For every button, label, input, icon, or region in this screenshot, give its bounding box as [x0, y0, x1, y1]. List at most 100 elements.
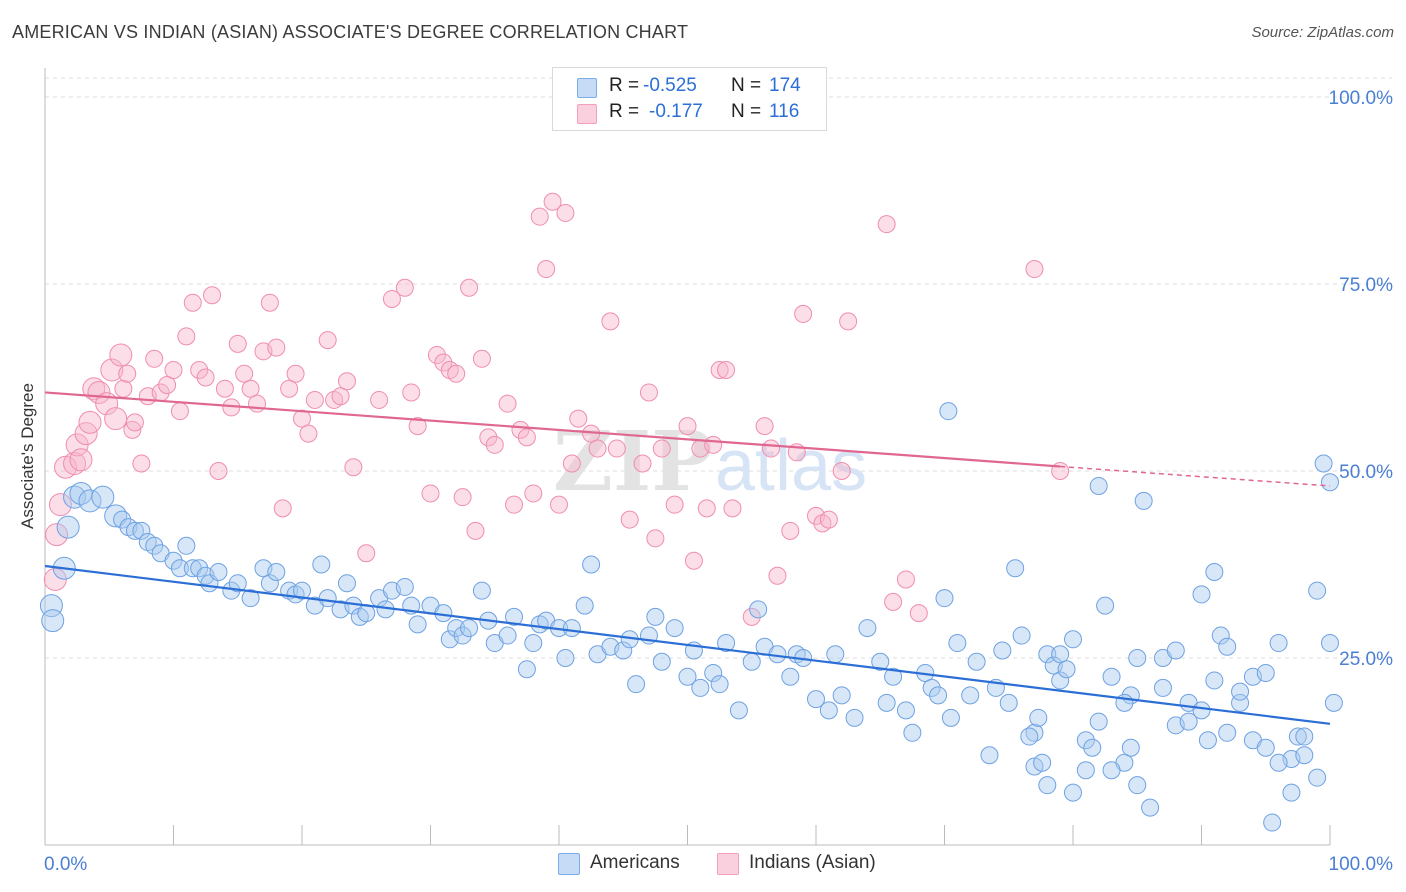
point-americans [177, 536, 196, 555]
point-americans [453, 626, 472, 645]
point-americans [1231, 682, 1250, 701]
point-indians-asian [717, 361, 736, 380]
series-indians-asian [43, 192, 1070, 626]
point-indians-asian [697, 499, 716, 518]
point-indians-asian [125, 413, 144, 432]
point-americans [1020, 727, 1039, 746]
point-americans [505, 607, 524, 626]
point-indians-asian [723, 499, 742, 518]
point-americans [781, 667, 800, 686]
point-americans [948, 634, 967, 653]
bottom-legend-swatch-indians-asian [717, 853, 739, 875]
point-indians-asian [228, 334, 247, 353]
point-americans [1076, 761, 1095, 780]
x-tick-label: 0.0% [44, 854, 87, 875]
point-americans [1256, 738, 1275, 757]
x-tick-label: 100.0% [1329, 854, 1394, 875]
point-indians-asian [639, 383, 658, 402]
point-indians-asian [781, 521, 800, 540]
point-americans [678, 667, 697, 686]
point-americans [104, 504, 128, 528]
point-americans [1038, 776, 1057, 795]
point-indians-asian [652, 439, 671, 458]
y-tick-label: 25.0% [1339, 649, 1393, 670]
point-indians-asian [280, 379, 299, 398]
point-indians-asian [511, 420, 530, 439]
trend-lines [44, 391, 1331, 725]
point-indians-asian [768, 566, 787, 585]
point-americans [78, 489, 102, 513]
point-indians-asian [466, 521, 485, 540]
point-americans [729, 701, 748, 720]
point-indians-asian [884, 592, 903, 611]
point-americans [562, 619, 581, 638]
point-americans [1038, 645, 1057, 664]
point-americans [717, 634, 736, 653]
point-indians-asian [877, 215, 896, 234]
point-indians-asian [190, 361, 209, 380]
legend-r-label: R = [609, 75, 640, 96]
point-americans [1012, 626, 1031, 645]
point-americans [980, 746, 999, 765]
point-indians-asian [832, 462, 851, 480]
point-indians-asian [357, 544, 376, 563]
point-indians-asian [87, 380, 111, 404]
point-americans [961, 686, 980, 705]
point-indians-asian [794, 304, 813, 323]
point-americans [819, 701, 838, 720]
point-americans [113, 510, 132, 529]
point-americans [1269, 753, 1288, 772]
point-americans [145, 536, 164, 555]
point-americans [1211, 626, 1230, 645]
point-indians-asian [402, 383, 421, 402]
point-indians-asian [123, 420, 142, 439]
point-indians-asian [498, 394, 517, 413]
point-americans [845, 708, 864, 727]
point-americans [41, 609, 65, 633]
point-americans [1269, 634, 1288, 653]
point-americans [999, 693, 1018, 712]
watermark-zip: ZIP [553, 414, 713, 510]
point-indians-asian [665, 495, 684, 514]
point-indians-asian [109, 343, 133, 367]
point-americans [575, 596, 594, 615]
point-americans [1314, 454, 1333, 473]
point-indians-asian [620, 510, 639, 529]
legend-n-label: N = [731, 75, 762, 96]
legend-r-value: -0.177 [649, 101, 703, 122]
point-americans [1192, 585, 1211, 604]
point-indians-asian [215, 379, 234, 398]
trend-line-indians-asian [44, 391, 1061, 468]
point-americans [871, 652, 890, 671]
point-americans [1057, 660, 1076, 679]
point-indians-asian [710, 361, 729, 380]
point-americans [1006, 559, 1025, 578]
point-americans [447, 619, 466, 638]
point-americans [877, 693, 896, 712]
point-americans [63, 485, 87, 509]
point-americans [1076, 731, 1095, 750]
legend-n-value: 116 [769, 101, 800, 122]
point-americans [1295, 746, 1314, 765]
point-indians-asian [260, 293, 279, 312]
point-americans [1166, 641, 1185, 660]
point-indians-asian [241, 379, 260, 398]
point-americans [524, 634, 543, 653]
point-americans [1179, 712, 1198, 731]
bottom-legend-label-americans: Americans [590, 852, 680, 873]
legend-n-value: 174 [769, 75, 801, 96]
point-indians-asian [633, 454, 652, 473]
point-americans [1033, 753, 1052, 772]
point-indians-asian [118, 364, 137, 383]
point-americans [125, 521, 144, 540]
legend-r-label: R = [609, 101, 640, 122]
point-americans [1096, 596, 1115, 615]
point-indians-asian [704, 435, 723, 454]
point-americans [935, 589, 954, 608]
source-label: Source: ZipAtlas.com [1251, 24, 1394, 41]
point-indians-asian [556, 203, 575, 222]
point-americans [1205, 671, 1224, 690]
point-americans [1324, 693, 1343, 712]
point-americans [260, 574, 279, 593]
point-americans [498, 626, 517, 645]
